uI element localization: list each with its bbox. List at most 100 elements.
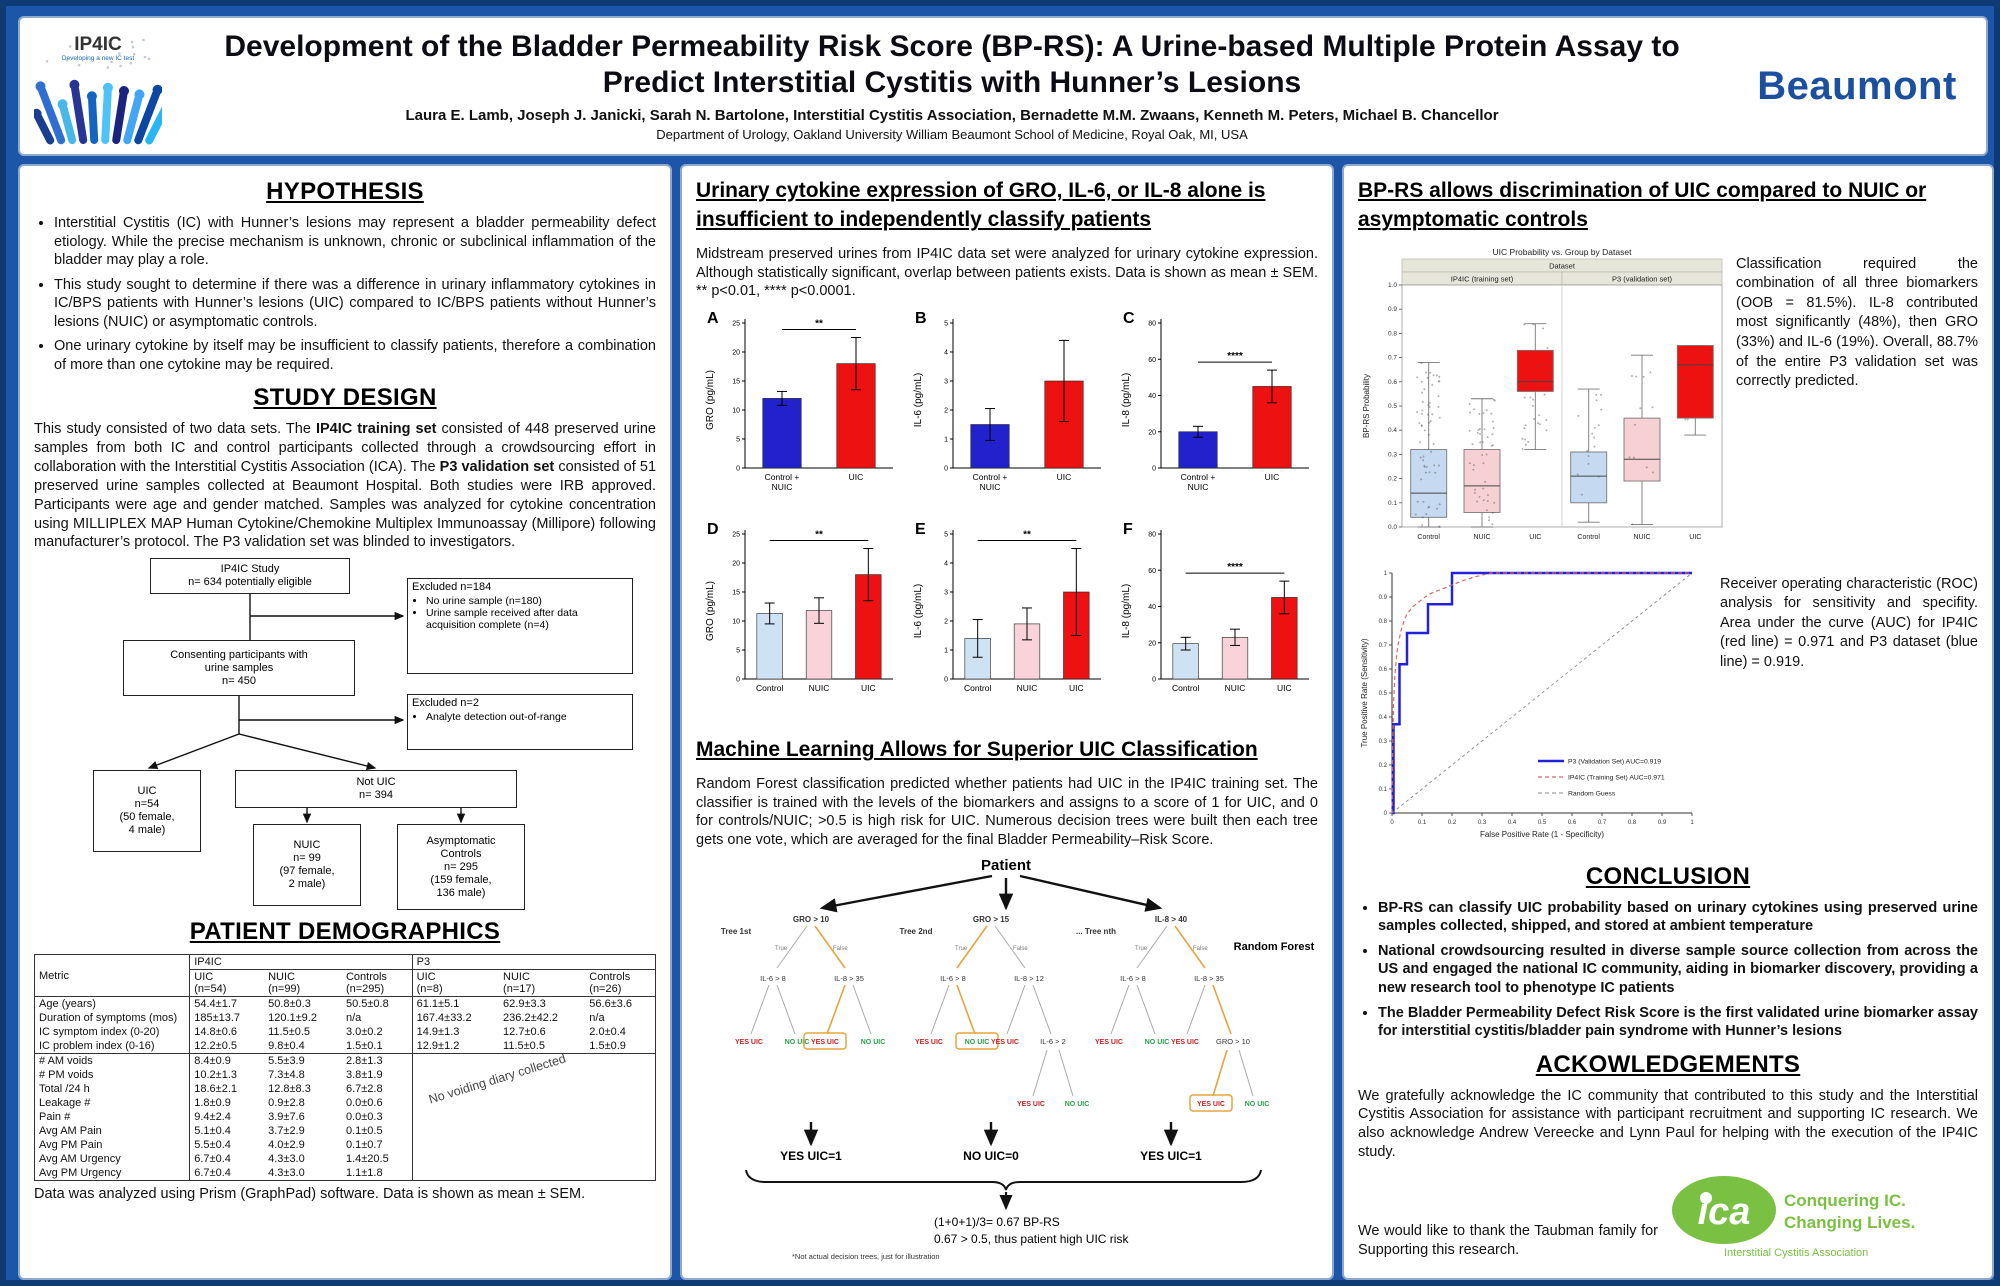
svg-text:Control +: Control +: [765, 472, 800, 482]
svg-text:20: 20: [1148, 430, 1156, 437]
svg-text:NO UIC: NO UIC: [965, 1039, 990, 1046]
study-flowchart: IP4IC Study n= 634 potentially eligible Ex…: [35, 558, 655, 912]
svg-text:NO UIC: NO UIC: [1145, 1039, 1170, 1046]
acknowledgements-row: We would like to thank the Taubman famil…: [1358, 1172, 1978, 1264]
svg-text:0.1: 0.1: [1388, 500, 1397, 507]
svg-text:False: False: [1193, 946, 1208, 952]
table-cell: 4.3±3.0: [268, 1153, 305, 1166]
svg-text:0.3: 0.3: [1388, 451, 1397, 458]
svg-text:3: 3: [944, 379, 948, 386]
bprs-banner: BP-RS allows discrimination of UIC compa…: [1358, 179, 1927, 232]
table-cell: [411, 1053, 500, 1069]
svg-text:****: ****: [1227, 351, 1243, 362]
svg-text:Random Guess: Random Guess: [1568, 790, 1616, 797]
list-item: BP-RS can classify UIC probability based…: [1378, 899, 1978, 936]
table-cell: [499, 1152, 585, 1166]
svg-text:NO UIC: NO UIC: [785, 1039, 810, 1046]
table-cell: [585, 1096, 655, 1110]
svg-text:****: ****: [1227, 562, 1243, 573]
study-design-title: STUDY DESIGN: [253, 384, 437, 412]
table-cell: [411, 1166, 500, 1181]
svg-text:... Tree nth: ... Tree nth: [1076, 927, 1116, 936]
demographics-note: Data was analyzed using Prism (GraphPad)…: [34, 1186, 586, 1203]
demographics-table: Metric IP4IC P3 UIC (n=54) NUIC (n=99) Controls…: [34, 954, 656, 1182]
svg-text:0.9: 0.9: [1379, 595, 1388, 601]
svg-text:0.7: 0.7: [1388, 354, 1397, 361]
table-cell: 6.7±0.4: [189, 1152, 265, 1167]
svg-text:IL-8 > 40: IL-8 > 40: [1155, 915, 1188, 924]
svg-text:Control: Control: [964, 683, 992, 693]
table-cell: Avg PM Pain: [39, 1139, 103, 1152]
svg-text:0.2: 0.2: [1388, 475, 1397, 482]
bar-chart-D: D GRO (pg/mL) 0 5 10 15 20 25 Control NUIC UIC **: [705, 521, 893, 693]
table-cell: 0.0±0.3: [345, 1111, 383, 1124]
svg-text:2: 2: [944, 408, 948, 415]
table-cell: 3.9±7.6: [268, 1111, 305, 1124]
svg-text:IL-8 > 12: IL-8 > 12: [1014, 974, 1044, 983]
cytokine-charts-grid: A GRO (pg/mL) 0 5 10 15 20 25 Control + NUIC UIC **…: [696, 305, 1318, 721]
svg-text:Interstitial Cystitis Associat: Interstitial Cystitis Association: [1724, 1247, 1868, 1259]
svg-text:YES UIC: YES UIC: [1017, 1101, 1045, 1108]
title-block: Development of the Bladder Permeability …: [162, 29, 1742, 143]
demographics-table-wrap: Metric IP4IC P3 UIC (n=54) NUIC (n=99) Controls…: [34, 954, 656, 1182]
svg-text:False: False: [833, 946, 848, 952]
table-cell: [585, 1138, 655, 1152]
random-forest-diagram: Patient Random Forest Tree 1st GRO > 10 True…: [721, 857, 1315, 1261]
svg-text:B: B: [915, 310, 927, 327]
flowchart-connectors: [147, 594, 466, 824]
table-row: Leakage # 1.8±0.9 0.9±2.8 0.0±0.6: [35, 1096, 656, 1111]
bar-chart-E: E IL-6 (pg/mL) 0 1 2 3 4 5 Control NUIC UIC **: [913, 521, 1101, 693]
svg-text:0.6: 0.6: [1388, 379, 1397, 386]
svg-text:P3 (Validation Set) AUC=0.919: P3 (Validation Set) AUC=0.919: [1568, 758, 1661, 765]
svg-text:IP4IC (Training Set) AUC=0.97: IP4IC (Training Set) AUC=0.971: [1568, 774, 1665, 781]
svg-text:5: 5: [944, 532, 948, 539]
svg-text:True Positive Rate (Sensitivit: True Positive Rate (Sensitivity): [1360, 638, 1369, 747]
svg-text:F: F: [1123, 521, 1133, 538]
table-cell: 54.4±1.7: [189, 996, 265, 1012]
svg-text:5: 5: [736, 437, 740, 444]
svg-text:YES UIC: YES UIC: [1095, 1039, 1123, 1046]
table-cell: 2.0±0.4: [589, 1026, 626, 1039]
svg-text:P3 (validation set): P3 (validation set): [1612, 274, 1673, 283]
svg-text:YES UIC: YES UIC: [811, 1039, 839, 1046]
svg-text:GRO > 10: GRO > 10: [793, 915, 830, 924]
svg-text:E: E: [915, 521, 926, 538]
column-subheader: UIC (n=54): [189, 969, 265, 997]
svg-text:40: 40: [1148, 393, 1156, 400]
svg-text:NO UIC: NO UIC: [861, 1039, 886, 1046]
svg-text:0.8: 0.8: [1379, 619, 1388, 625]
svg-text:Tree 2nd: Tree 2nd: [900, 927, 933, 936]
table-cell: 6.7±0.4: [189, 1166, 265, 1181]
svg-text:Control: Control: [1577, 534, 1600, 541]
boxplot-row: UIC Probability vs. Group by Dataset Data…: [1358, 245, 1978, 563]
svg-text:0.6: 0.6: [1568, 820, 1577, 826]
table-cell: [585, 1082, 655, 1096]
list-item: Interstitial Cystitis (IC) with Hunner’s…: [54, 214, 656, 270]
table-cell: Leakage #: [39, 1097, 91, 1110]
svg-text:(1+0+1)/3= 0.67 BP-RS: (1+0+1)/3= 0.67 BP-RS: [934, 1215, 1060, 1229]
svg-text:Dataset: Dataset: [1549, 261, 1576, 270]
svg-text:Conquering IC.: Conquering IC.: [1784, 1191, 1906, 1210]
svg-text:UIC Probability vs. Group by D: UIC Probability vs. Group by Dataset: [1493, 247, 1633, 257]
svg-text:NO UIC: NO UIC: [1245, 1101, 1270, 1108]
svg-text:NUIC: NUIC: [809, 683, 830, 693]
svg-text:0: 0: [736, 677, 740, 684]
table-cell: [585, 1110, 655, 1124]
hypothesis-bullets: Interstitial Cystitis (IC) with Hunner’s…: [34, 214, 656, 374]
svg-text:0.1: 0.1: [1418, 820, 1427, 826]
svg-text:True: True: [955, 946, 968, 952]
svg-text:15: 15: [732, 379, 740, 386]
table-cell: [585, 1152, 655, 1166]
table-cell: 3.7±2.9: [268, 1125, 305, 1138]
svg-text:0.5: 0.5: [1538, 820, 1547, 826]
svg-text:UIC: UIC: [1057, 472, 1072, 482]
table-cell: [585, 1068, 655, 1082]
svg-text:A: A: [707, 310, 719, 327]
svg-text:GRO > 15: GRO > 15: [973, 915, 1010, 924]
table-cell: 0.1±0.7: [345, 1139, 383, 1152]
list-item: This study sought to determine if there …: [54, 276, 656, 332]
affiliation: Department of Urology, Oakland Universit…: [656, 127, 1248, 143]
svg-text:IL-6 (pg/mL): IL-6 (pg/mL): [913, 373, 924, 427]
svg-text:5: 5: [944, 321, 948, 328]
svg-text:0.9: 0.9: [1658, 820, 1667, 826]
